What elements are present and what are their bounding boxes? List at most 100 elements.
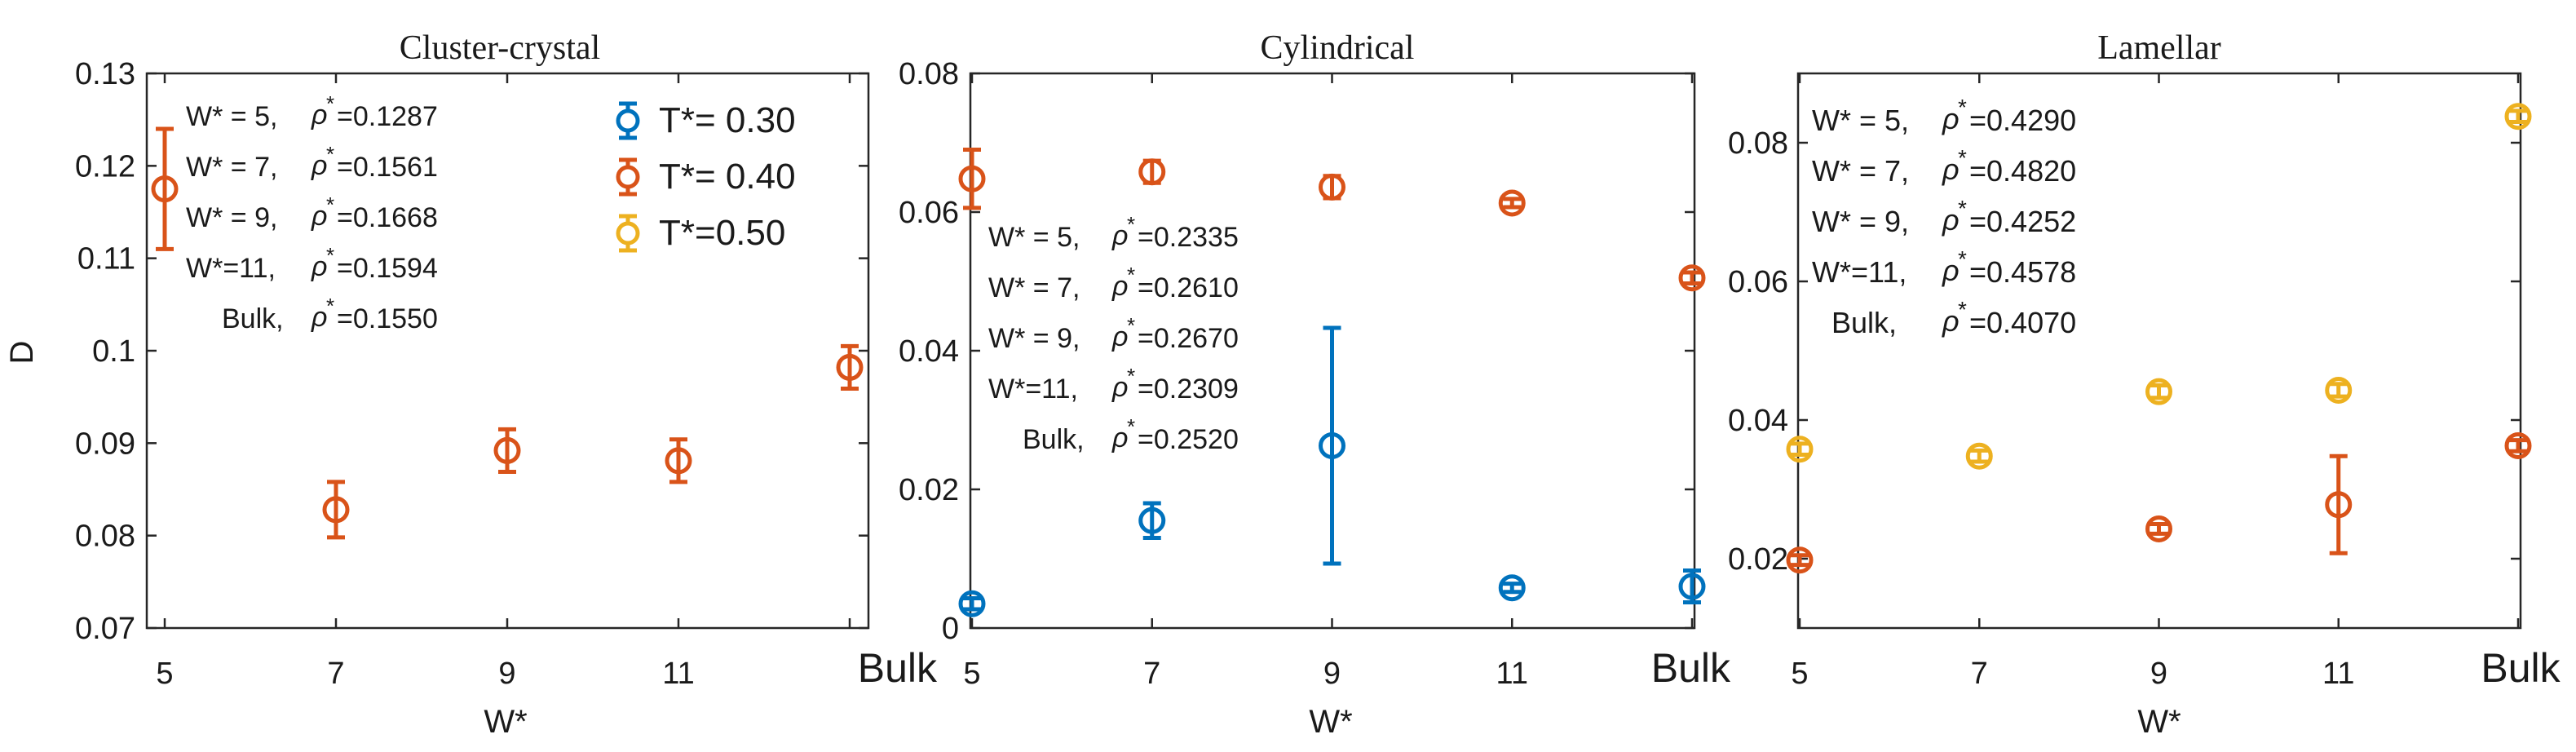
asterisk-superscript: *	[1127, 414, 1135, 439]
asterisk-superscript: *	[326, 192, 334, 217]
y-tick-label: 0.06	[899, 196, 959, 230]
asterisk-superscript: *	[1127, 313, 1135, 338]
x-tick-labels: 5 7 9 11 Bulk	[1791, 645, 2561, 691]
density-annotations: W* = 5, ρ * =0.2335 W* = 7, ρ * =0.2610 …	[988, 212, 1239, 455]
annotation-value: =0.2309	[1138, 374, 1239, 405]
marker-circle	[2145, 378, 2172, 405]
marker-circle	[1678, 264, 1706, 292]
annotation-label: W* = 9,	[186, 202, 277, 233]
annotation-value: =0.1287	[337, 101, 438, 132]
marker-circle	[493, 436, 521, 464]
marker-circle	[1319, 431, 1345, 459]
x-tick-labels: 5 7 9 11 Bulk	[963, 645, 1731, 691]
x-tick-label: 5	[1791, 657, 1808, 691]
data-point	[1319, 173, 1345, 201]
data-marks	[151, 126, 864, 540]
data-point	[958, 590, 986, 617]
legend: T*= 0.30 T*= 0.40 T*=0.50	[616, 100, 796, 253]
y-tick-label: 0.12	[75, 149, 135, 184]
asterisk-superscript: *	[326, 142, 334, 166]
data-point	[1498, 189, 1526, 217]
marker-circle	[958, 590, 986, 617]
y-tick-label: 0.06	[1728, 265, 1788, 299]
annotation-value: =0.4290	[1969, 104, 2076, 137]
y-tick-label: 0.11	[77, 242, 135, 276]
annotation-value: =0.4070	[1969, 306, 2076, 339]
annotation-label: W*=11,	[186, 253, 276, 284]
annotation-value: =0.4252	[1969, 205, 2076, 238]
data-marks	[1786, 103, 2532, 574]
y-axis-label: D	[4, 341, 40, 365]
x-tick-label: 11	[1496, 657, 1528, 691]
panel-lamellar: Lamellar 5 7 9 11 Bulk 0.02 0.04 0.06 0.08 W* W…	[1728, 29, 2561, 740]
annotation-label: Bulk,	[222, 303, 284, 334]
annotation-label: W* = 7,	[186, 152, 277, 183]
legend-label: T*= 0.30	[659, 100, 796, 140]
rho-star-symbol: ρ	[1942, 102, 1960, 135]
marker-circle	[1138, 506, 1166, 534]
x-tick-label: 5	[963, 657, 980, 691]
annotation-w5: W* = 5, ρ * =0.2335	[988, 212, 1239, 253]
density-annotations: W* = 5, ρ * =0.4290 W* = 7, ρ * =0.4820 …	[1812, 95, 2076, 339]
x-tick-label: Bulk	[2481, 645, 2561, 691]
y-tick-label: 0.09	[75, 427, 135, 461]
x-axis-label: W*	[2137, 704, 2181, 740]
annotation-w11: W*=11, ρ * =0.4578	[1812, 246, 2076, 289]
marker-circle	[2145, 515, 2172, 542]
annotation-label: W* = 5,	[988, 222, 1080, 253]
data-point	[2504, 431, 2532, 459]
rho-star-symbol: ρ	[311, 201, 327, 232]
panel-title: Cylindrical	[1261, 29, 1415, 67]
data-point	[493, 427, 521, 474]
asterisk-superscript: *	[1127, 212, 1135, 237]
x-tick-label: 11	[2322, 657, 2354, 691]
marker-circle	[1498, 574, 1526, 602]
panel-title: Lamellar	[2097, 29, 2221, 67]
annotation-value: =0.1550	[337, 303, 438, 334]
annotation-label: W* = 9,	[988, 323, 1080, 354]
data-point	[2145, 378, 2172, 405]
data-point	[1678, 568, 1706, 605]
data-point	[1498, 574, 1526, 602]
annotation-w11: W*=11, ρ * =0.2309	[988, 364, 1239, 405]
data-point	[322, 480, 350, 540]
data-point	[1138, 501, 1166, 540]
panel-title: Cluster-crystal	[400, 29, 600, 67]
legend-label: T*= 0.40	[659, 157, 796, 197]
annotation-value: =0.1668	[337, 202, 438, 233]
legend-marker-circle-icon	[616, 108, 640, 133]
marker-circle	[1138, 158, 1166, 186]
marker-circle	[1319, 173, 1345, 201]
asterisk-superscript: *	[1958, 297, 1967, 322]
legend-marker-circle-icon	[616, 221, 640, 246]
rho-star-symbol: ρ	[1111, 220, 1128, 251]
data-point	[1786, 436, 1814, 463]
x-tick-label: 9	[2150, 657, 2167, 691]
asterisk-superscript: *	[1958, 246, 1967, 272]
x-tick-label: 7	[1143, 657, 1160, 691]
marker-circle	[958, 165, 986, 192]
annotation-label: W* = 5,	[1812, 104, 1909, 137]
asterisk-superscript: *	[326, 243, 334, 268]
asterisk-superscript: *	[1127, 263, 1135, 287]
x-tick-label: Bulk	[858, 645, 938, 691]
y-tick-label: 0.13	[75, 57, 135, 91]
y-tick-labels: 0.07 0.08 0.09 0.1 0.11 0.12 0.13	[75, 57, 135, 646]
rho-star-symbol: ρ	[1111, 422, 1128, 453]
annotation-label: Bulk,	[1023, 424, 1085, 455]
annotation-label: Bulk,	[1831, 306, 1897, 339]
y-tick-label: 0.04	[899, 334, 959, 369]
asterisk-superscript: *	[326, 91, 334, 116]
annotation-w5: W* = 5, ρ * =0.1287	[186, 91, 438, 132]
rho-star-symbol: ρ	[311, 150, 327, 181]
asterisk-superscript: *	[1127, 364, 1135, 388]
marker-circle	[1965, 442, 1993, 470]
annotation-w7: W* = 7, ρ * =0.1561	[186, 142, 438, 183]
y-tick-labels: 0.02 0.04 0.06 0.08	[1728, 126, 1788, 577]
legend-entry-t040: T*= 0.40	[616, 157, 796, 197]
legend-entry-t050: T*=0.50	[616, 213, 785, 253]
marker-circle	[322, 496, 350, 524]
legend-entry-t030: T*= 0.30	[616, 100, 796, 140]
rho-star-symbol: ρ	[1942, 304, 1960, 338]
